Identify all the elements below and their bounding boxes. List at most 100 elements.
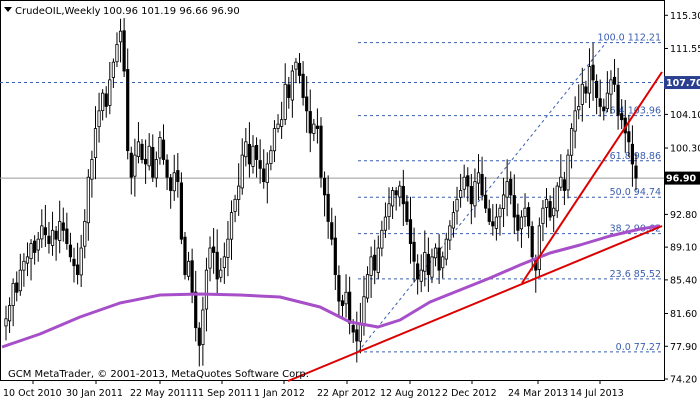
candle-body-up — [494, 216, 498, 229]
candle — [441, 251, 445, 279]
candle-body-down — [322, 177, 327, 196]
candle — [498, 204, 502, 236]
candle-body-up — [186, 260, 191, 277]
trendline-layer — [287, 71, 663, 382]
candle-body-up — [523, 207, 527, 218]
candle-body-up — [358, 322, 362, 342]
candle-body-down — [176, 170, 180, 183]
candle — [229, 200, 234, 260]
candle — [330, 207, 334, 246]
candle — [412, 227, 416, 283]
candle — [276, 114, 280, 133]
candle-body-up — [101, 92, 105, 111]
candle-body-up — [541, 207, 545, 224]
y-tick-label: 89.10 — [670, 243, 697, 254]
x-tick-label: 12 Aug 2012 — [380, 388, 441, 399]
candle — [133, 138, 137, 197]
candle-body-up — [501, 194, 506, 209]
candle — [208, 236, 212, 282]
candle-body-up — [265, 163, 269, 183]
candle-body-up — [93, 128, 98, 159]
candle-body-up — [569, 128, 574, 156]
candle-body-up — [115, 44, 119, 63]
candle-body-down — [548, 201, 552, 218]
candle-body-up — [251, 145, 255, 167]
candle-body-up — [380, 229, 384, 249]
candle-body-up — [97, 110, 101, 128]
candle-body-up — [226, 238, 230, 258]
candle-body-up — [276, 123, 280, 129]
candle-body-up — [455, 198, 459, 212]
candle — [11, 278, 15, 327]
candle — [519, 210, 524, 248]
candle — [47, 221, 51, 254]
candle — [527, 202, 531, 239]
candle-body-down — [466, 175, 470, 187]
candle — [262, 149, 266, 189]
candle-body-down — [75, 264, 80, 275]
candle-body-up — [229, 212, 234, 240]
candle — [186, 251, 191, 281]
y-tick-label: 74.20 — [670, 375, 697, 386]
candle — [176, 153, 180, 198]
candle — [598, 79, 602, 117]
fib-level-label: 76.4 103.96 — [604, 106, 661, 117]
x-tick-label: 2 Dec 2012 — [442, 388, 497, 399]
horizontal-line-price-tag — [664, 76, 700, 90]
candle — [290, 65, 294, 118]
candle — [15, 271, 19, 302]
candle-body-up — [283, 83, 287, 120]
candle-body-down — [247, 143, 252, 165]
candle-body-down — [179, 182, 183, 240]
candle-body-down — [620, 113, 624, 121]
candle-body-up — [498, 207, 502, 218]
plot-area-border — [0, 0, 665, 381]
candle — [494, 203, 498, 241]
candle — [501, 177, 506, 228]
candle-body-up — [272, 128, 277, 152]
ohlc-label: 100.96 101.19 96.66 96.90 — [103, 6, 240, 17]
symbol-label: CrudeOIL,Weekly — [15, 6, 101, 17]
candle-body-up — [383, 216, 388, 231]
candle — [183, 231, 187, 280]
candle — [165, 154, 169, 191]
x-tick-label: 30 Jan 2011 — [66, 388, 123, 399]
candle-body-up — [25, 256, 30, 264]
candle — [605, 71, 609, 113]
chart-menu-triangle-icon[interactable] — [4, 7, 12, 12]
candle-body-up — [219, 269, 223, 278]
candle — [179, 172, 183, 245]
candle — [86, 169, 90, 241]
candle-body-down — [15, 282, 19, 293]
candle — [283, 63, 287, 125]
candle — [240, 138, 244, 195]
candle-body-down — [426, 253, 430, 275]
candle-body-down — [634, 165, 638, 179]
candle — [111, 58, 115, 88]
candle — [369, 246, 373, 298]
candle-body-up — [90, 159, 94, 180]
candle — [272, 120, 277, 163]
candle-body-down — [348, 291, 352, 324]
candle — [322, 171, 327, 217]
candle — [609, 70, 613, 114]
candle — [444, 232, 448, 266]
candle-body-up — [11, 283, 15, 306]
candle — [419, 254, 423, 293]
candle-body-up — [83, 221, 87, 247]
candle-body-up — [22, 260, 26, 271]
y-tick-label: 111.55 — [670, 44, 700, 55]
candle — [115, 32, 119, 68]
candle-body-up — [240, 154, 244, 189]
candle — [466, 167, 470, 202]
candle — [301, 61, 305, 106]
candle — [380, 220, 384, 257]
candle-body-down — [595, 80, 599, 98]
candle — [280, 101, 284, 139]
candle-body-down — [104, 93, 108, 107]
candle — [523, 193, 527, 227]
candle — [584, 80, 588, 104]
